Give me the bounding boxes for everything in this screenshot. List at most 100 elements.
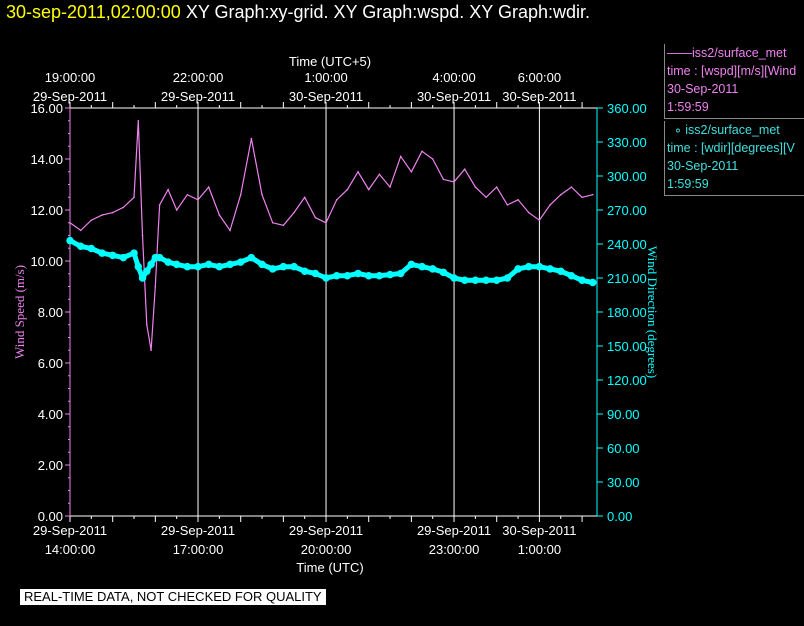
left-tick-label: 4.00 xyxy=(38,407,63,422)
left-tick-label: 16.00 xyxy=(30,101,63,116)
wspd-point xyxy=(485,196,487,199)
bottom-tick-date: 29-Sep-2011 xyxy=(417,523,491,538)
wspd-point xyxy=(367,188,370,191)
wdir-point xyxy=(332,271,341,280)
wdir-point xyxy=(588,278,597,287)
wspd-point xyxy=(207,186,210,188)
wspd-point xyxy=(421,150,423,153)
right-axis-title: Wind Direction (degrees) xyxy=(645,246,660,378)
wspd-point xyxy=(495,186,498,188)
wspd-point xyxy=(101,214,103,216)
top-tick-date: 30-Sep-2011 xyxy=(417,89,491,104)
wdir-point xyxy=(279,262,288,271)
wdir-point xyxy=(164,258,172,266)
top-tick-time: 6:00:00 xyxy=(518,70,561,85)
wdir-point xyxy=(407,260,416,269)
left-tick-label: 6.00 xyxy=(38,356,63,371)
legend-wdir-date: 30-Sep-2011 xyxy=(667,159,739,173)
wspd-point xyxy=(570,186,573,188)
wspd-point xyxy=(517,199,519,201)
wspd-point xyxy=(399,155,402,158)
wdir-point xyxy=(204,260,213,269)
wspd-point xyxy=(559,193,562,196)
legend-wdir-name-row: ∘ iss2/surface_met xyxy=(667,121,804,139)
wdir-point xyxy=(450,274,458,282)
wdir-point xyxy=(155,253,164,262)
wspd-point xyxy=(186,193,189,196)
wdir-point xyxy=(258,260,266,269)
wdir-point xyxy=(311,269,320,278)
wdir-point xyxy=(418,262,426,271)
wspd-point xyxy=(167,188,169,191)
wspd-point xyxy=(282,224,285,227)
bottom-tick-time: 23:00:00 xyxy=(429,542,480,557)
wdir-point xyxy=(108,251,117,260)
wspd-point xyxy=(69,221,71,224)
legend-wspd: ——iss2/surface_met time : [wspd][m/s][Wi… xyxy=(664,44,804,119)
wdir-point xyxy=(247,253,256,262)
wspd-point xyxy=(122,206,125,209)
wspd-point xyxy=(453,181,455,183)
wspd-point xyxy=(90,219,93,221)
right-tick-label: 210.00 xyxy=(607,271,647,286)
circle-marker-icon: ∘ xyxy=(673,123,682,137)
right-tick-label: 150.00 xyxy=(607,339,647,354)
wdir-point xyxy=(172,260,181,269)
wdir-point xyxy=(143,267,151,275)
left-tick-label: 10.00 xyxy=(30,254,63,269)
wdir-point xyxy=(138,274,147,282)
wspd-point xyxy=(158,204,161,206)
wdir-point xyxy=(290,262,298,271)
legend-wspd-label: time : [wspd][m/s][Wind xyxy=(667,64,797,78)
legend-wdir-label: time : [wdir][degrees][V xyxy=(667,141,795,155)
wdir-point xyxy=(268,265,277,273)
bottom-tick-date: 29-Sep-2011 xyxy=(289,523,363,538)
wdir-point xyxy=(471,276,480,285)
wspd-point xyxy=(111,211,114,214)
wspd-point xyxy=(389,186,391,188)
wdir-point xyxy=(343,271,352,280)
wdir-point xyxy=(375,271,384,280)
left-tick-label: 0.00 xyxy=(38,509,63,524)
left-tick-label: 12.00 xyxy=(30,203,63,218)
wspd-point xyxy=(293,211,295,214)
wdir-point xyxy=(439,268,448,277)
wdir-point xyxy=(428,265,437,273)
title-timestamp: 30-sep-2011,02:00:00 xyxy=(6,2,181,22)
bottom-tick-time: 14:00:00 xyxy=(45,542,96,557)
right-tick-label: 300.00 xyxy=(607,169,647,184)
legend-wspd-name: iss2/surface_met xyxy=(692,46,787,60)
wdir-point xyxy=(183,262,192,271)
legend-wdir: ∘ iss2/surface_met time : [wdir][degrees… xyxy=(664,121,804,196)
wspd-point xyxy=(146,323,148,326)
wspd-point xyxy=(175,209,178,211)
wdir-point xyxy=(460,276,469,285)
right-tick-label: 360.00 xyxy=(607,101,647,116)
legend-wspd-time: 1:59:59 xyxy=(667,100,709,114)
wdir-point xyxy=(578,276,586,285)
wdir-point xyxy=(76,242,85,251)
wspd-point xyxy=(303,196,306,199)
wdir-point xyxy=(194,262,202,271)
wspd-point xyxy=(442,178,445,181)
wspd-point xyxy=(357,170,359,173)
quality-disclaimer: REAL-TIME DATA, NOT CHECKED FOR QUALITY xyxy=(20,589,326,605)
wspd-point xyxy=(197,199,199,201)
wdir-point xyxy=(364,271,373,280)
wspd-point xyxy=(527,211,530,214)
bottom-tick-time: 17:00:00 xyxy=(173,542,224,557)
wspd-point xyxy=(133,196,135,199)
wspd-point xyxy=(325,221,327,224)
wdir-point xyxy=(492,276,501,285)
legend: ——iss2/surface_met time : [wspd][m/s][Wi… xyxy=(664,44,804,198)
right-tick-label: 60.00 xyxy=(607,441,640,456)
wdir-point xyxy=(66,236,74,245)
wspd-point xyxy=(581,196,583,199)
wdir-point xyxy=(354,269,362,278)
wspd-point xyxy=(538,219,541,221)
bottom-tick-date: 29-Sep-2011 xyxy=(161,523,235,538)
wdir-point xyxy=(396,269,405,278)
legend-wspd-name-row: ——iss2/surface_met xyxy=(667,46,787,60)
wspd-point xyxy=(591,193,594,196)
